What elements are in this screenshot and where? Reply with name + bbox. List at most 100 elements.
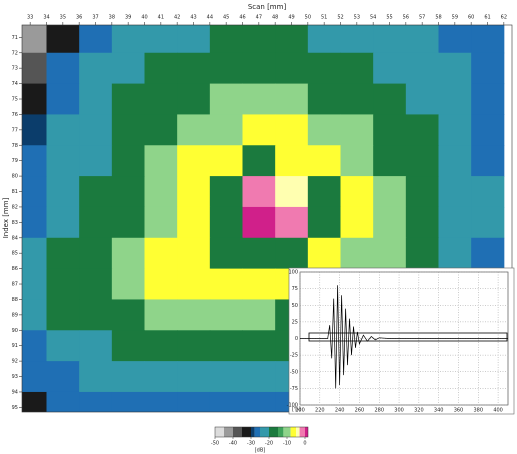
x-tick-label: 34 (43, 15, 49, 21)
heat-cell (79, 176, 112, 207)
heat-cell (439, 84, 472, 115)
heat-cell (373, 238, 406, 269)
y-tick-label: 82 (12, 204, 18, 210)
x-axis-title: Scan [mm] (248, 3, 287, 11)
heat-cell (145, 114, 178, 145)
heat-cell (308, 238, 341, 269)
heat-cell (79, 114, 112, 145)
heat-cell (177, 207, 210, 238)
x-tick-label: 400 (493, 408, 503, 414)
x-tick-label: 200 (295, 408, 305, 414)
heat-cell (406, 145, 439, 176)
heat-cell (308, 84, 341, 115)
heat-cell (471, 114, 504, 145)
heat-cell (112, 330, 145, 361)
x-tick-label: 47 (256, 15, 262, 21)
x-tick-label: 41 (158, 15, 164, 21)
heat-cell (145, 299, 178, 330)
chart: Scan [mm] Index [mm] [%] 1007550250-25-5… (0, 0, 517, 454)
heat-cell (341, 238, 374, 269)
heat-cell (471, 238, 504, 269)
x-tick-label: 320 (414, 408, 424, 414)
heat-cell (145, 176, 178, 207)
y-tick-label: 83 (12, 220, 18, 226)
heat-cell (406, 53, 439, 84)
heat-cell (341, 145, 374, 176)
heat-cell (47, 114, 80, 145)
heat-cell (373, 22, 406, 53)
colorbar-swatch (283, 427, 290, 437)
heat-cell (275, 84, 308, 115)
heat-cell (439, 53, 472, 84)
x-tick-label: 49 (288, 15, 294, 21)
heat-cell (471, 22, 504, 53)
heat-cell (439, 145, 472, 176)
x-tick-label: 53 (354, 15, 360, 21)
heat-cell (406, 22, 439, 53)
heat-cell (439, 22, 472, 53)
heat-cell (308, 114, 341, 145)
heat-cell (145, 330, 178, 361)
colorbar-swatch (260, 427, 269, 437)
x-tick-label: 48 (272, 15, 278, 21)
heat-cell (308, 145, 341, 176)
colorbar-swatch (233, 427, 242, 437)
y-tick-label: 93 (12, 374, 18, 380)
x-tick-label: 43 (190, 15, 196, 21)
y-tick-label: 73 (12, 66, 18, 72)
heat-cell (177, 361, 210, 392)
x-tick-label: 50 (305, 15, 311, 21)
heat-cell (79, 53, 112, 84)
heat-cell (275, 145, 308, 176)
heat-cell (177, 238, 210, 269)
heat-cell (79, 84, 112, 115)
heat-cell (47, 269, 80, 300)
x-tick-label: 58 (435, 15, 441, 21)
heat-cell (406, 84, 439, 115)
heat-cell (275, 53, 308, 84)
y-tick-label: 50 (292, 303, 298, 309)
heat-cell (341, 22, 374, 53)
heat-cell (47, 207, 80, 238)
y-tick-label: 80 (12, 174, 18, 180)
heat-cell (177, 22, 210, 53)
colorbar-swatch (291, 427, 296, 437)
heat-cell (79, 299, 112, 330)
heat-cell (79, 22, 112, 53)
colorbar-tick-label: -40 (229, 441, 237, 447)
x-tick-label: 51 (321, 15, 327, 21)
x-tick-label: 360 (454, 408, 464, 414)
heat-cell (177, 84, 210, 115)
heat-cell (275, 207, 308, 238)
x-tick-label: 54 (370, 15, 376, 21)
heat-cell (79, 145, 112, 176)
x-tick-label: 56 (403, 15, 409, 21)
heat-cell (177, 145, 210, 176)
x-tick-label: 280 (374, 408, 384, 414)
heat-cell (145, 53, 178, 84)
y-tick-label: 78 (12, 143, 18, 149)
x-tick-label: 60 (468, 15, 474, 21)
heat-cell (47, 84, 80, 115)
heat-cell (406, 176, 439, 207)
heat-cell (439, 238, 472, 269)
colorbar-swatch (300, 427, 305, 437)
heat-cell (79, 330, 112, 361)
y-tick-label: 75 (12, 97, 18, 103)
y-tick-label: 100 (288, 270, 298, 276)
heat-cell (145, 84, 178, 115)
heat-cell (373, 53, 406, 84)
heat-cell (145, 22, 178, 53)
heat-cell (210, 361, 243, 392)
x-tick-label: 40 (141, 15, 147, 21)
heat-cell (79, 361, 112, 392)
heat-cell (341, 53, 374, 84)
heat-cell (177, 299, 210, 330)
heat-cell (243, 238, 276, 269)
y-tick-label: 89 (12, 312, 18, 318)
y-tick-label: 77 (12, 127, 18, 133)
heat-cell (210, 330, 243, 361)
heat-cell (210, 269, 243, 300)
colorbar-swatch (269, 427, 278, 437)
x-tick-label: 380 (474, 408, 484, 414)
